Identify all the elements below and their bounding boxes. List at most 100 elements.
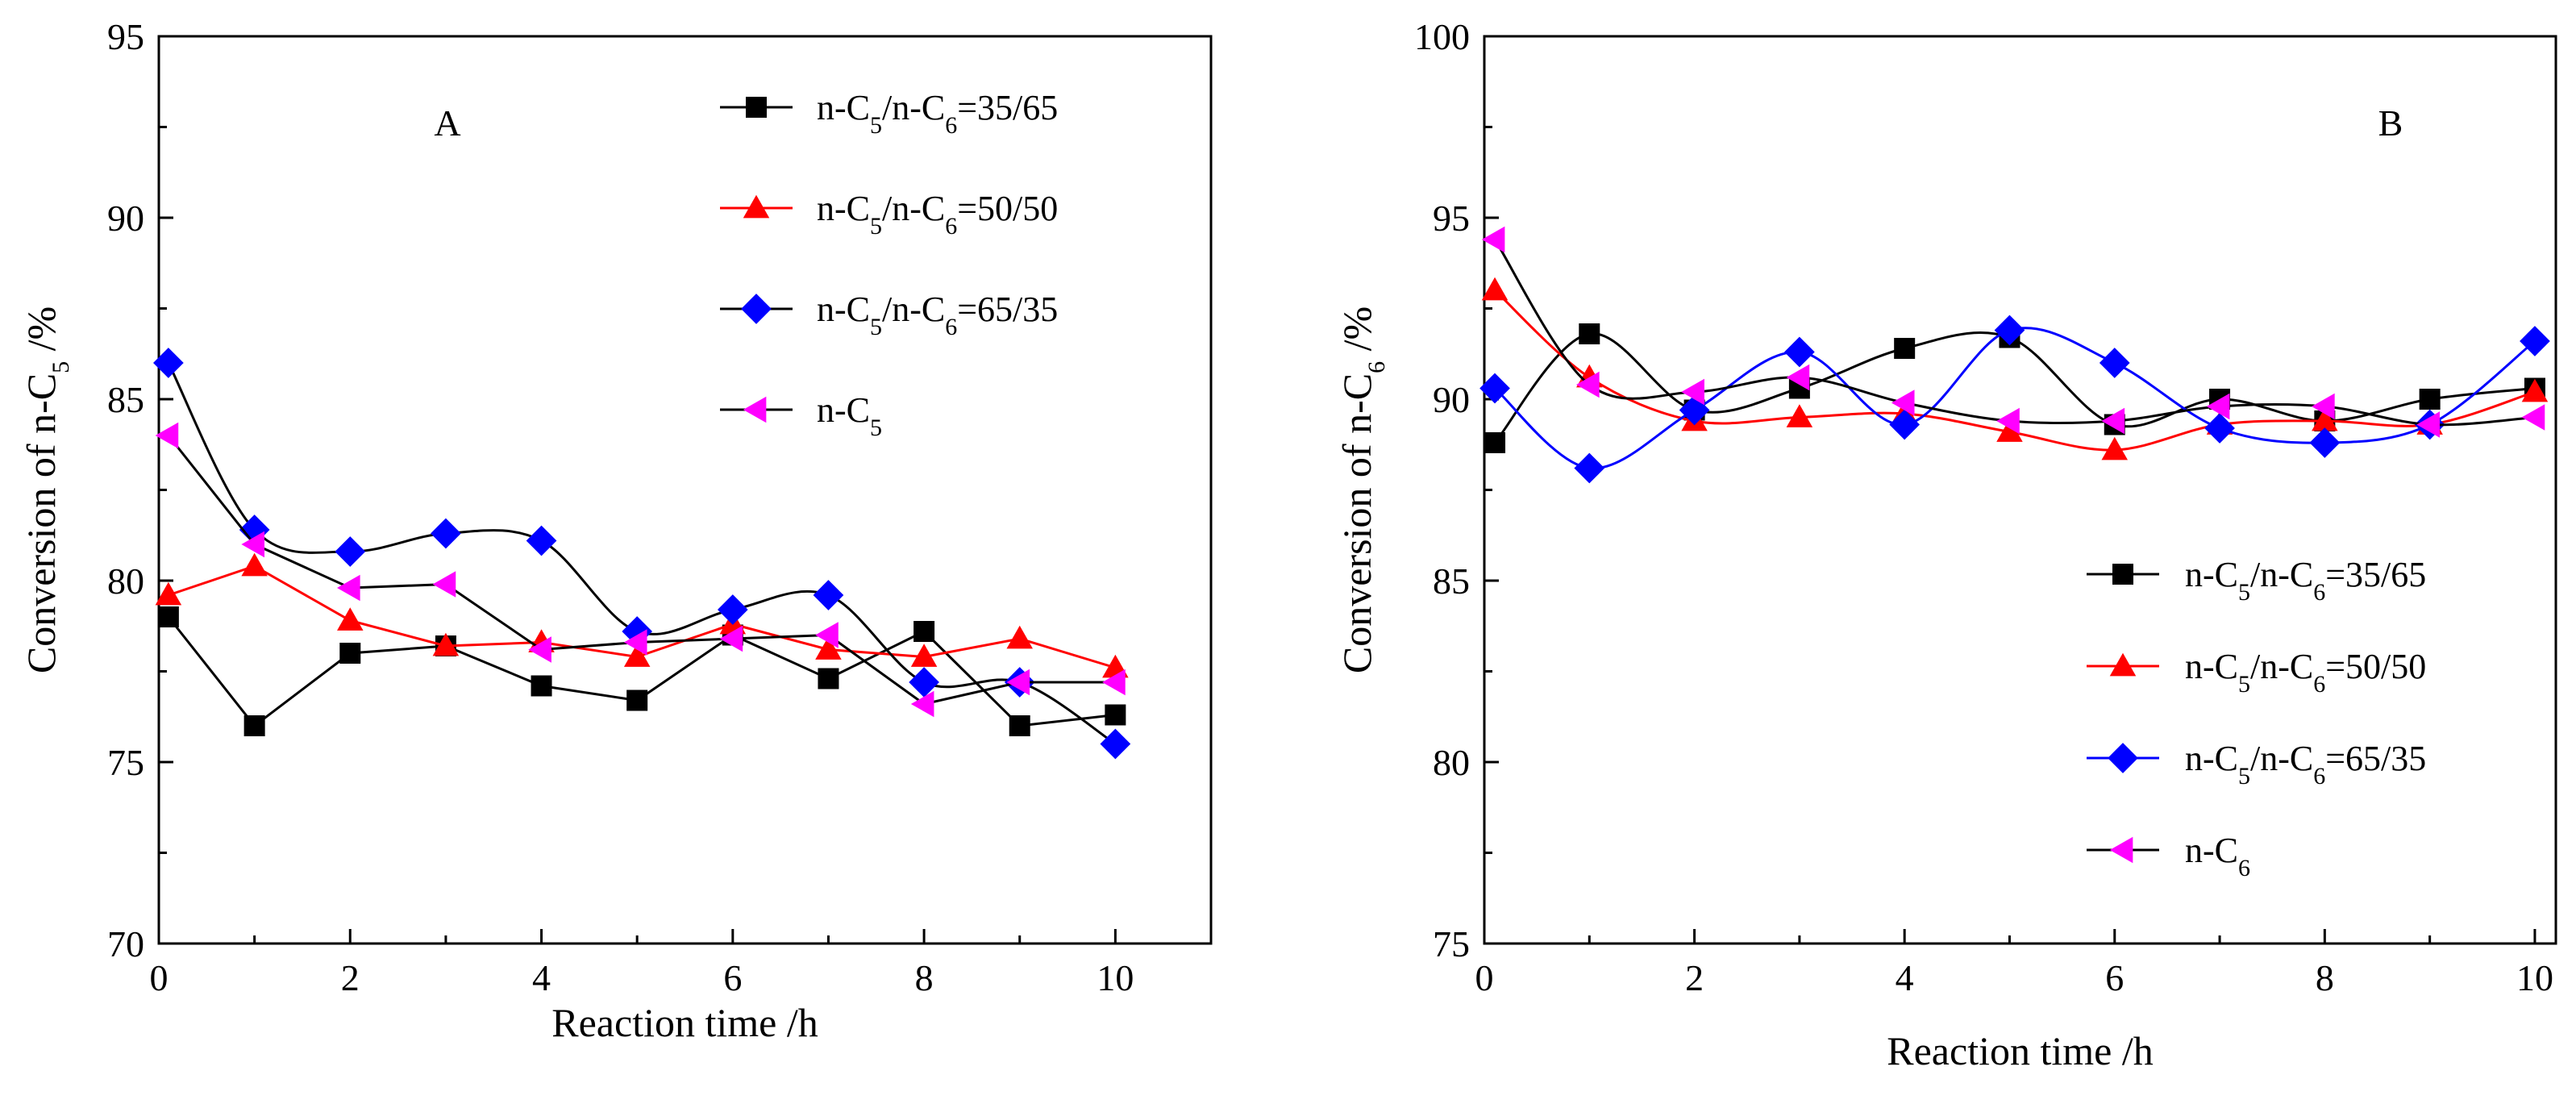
data-point — [815, 636, 842, 660]
subscript: 6 — [945, 112, 957, 139]
x-tick-label: 4 — [532, 957, 551, 998]
data-point — [815, 622, 839, 648]
data-point — [2206, 393, 2230, 420]
data-point — [1784, 336, 1815, 368]
x-tick-label: 4 — [1896, 957, 1914, 998]
text-part: /n-C — [2250, 739, 2313, 778]
subscript: 6 — [1363, 361, 1390, 373]
text-part: n-C — [817, 189, 870, 228]
legend: n-C5/n-C6=35/65n-C5/n-C6=50/50n-C5/n-C6=… — [720, 88, 1058, 441]
data-point — [1479, 373, 1510, 404]
data-point — [432, 571, 456, 598]
text-part: /% — [1334, 306, 1380, 361]
y-axis-label: Conversion of n-C6 /% — [1334, 306, 1390, 673]
legend-marker — [2109, 836, 2133, 864]
data-point — [626, 689, 648, 711]
data-point — [155, 581, 182, 606]
data-point — [1681, 378, 1704, 406]
text-part: =35/65 — [2325, 555, 2426, 594]
subscript: 6 — [2313, 579, 2325, 606]
data-point — [339, 643, 361, 664]
subscript: 5 — [870, 112, 882, 139]
text-part: /% — [19, 306, 64, 361]
subscript: 5 — [2238, 671, 2250, 698]
panel-label: B — [2378, 102, 2403, 144]
y-tick-label: 95 — [107, 16, 144, 57]
subscript: 5 — [870, 314, 882, 340]
x-axis-label: Reaction time /h — [1887, 1028, 2153, 1073]
data-point — [2204, 413, 2235, 444]
data-point — [1891, 390, 1915, 416]
text-part: Conversion of n-C — [19, 373, 64, 673]
data-point — [813, 580, 844, 610]
data-point — [1786, 404, 1813, 427]
x-axis-label: Reaction time /h — [551, 1000, 818, 1045]
data-point — [1679, 394, 1710, 426]
data-point — [1481, 277, 1509, 301]
data-point — [531, 675, 552, 697]
data-point — [2416, 411, 2440, 438]
series-4 — [155, 422, 1126, 718]
text-part: Conversion of n-C — [1334, 373, 1380, 673]
data-point — [241, 531, 264, 558]
data-point — [2312, 407, 2338, 431]
x-tick-label: 0 — [1475, 957, 1494, 998]
x-tick-label: 8 — [915, 957, 934, 998]
text-part: =65/35 — [957, 290, 1058, 329]
subscript: 6 — [2313, 671, 2325, 698]
series-3 — [153, 348, 1131, 760]
data-point — [1996, 407, 2020, 435]
y-tick-label: 90 — [1433, 379, 1470, 420]
legend-marker — [2112, 564, 2133, 585]
data-point — [1889, 409, 1921, 440]
data-point — [2099, 348, 2130, 378]
data-point — [1006, 625, 1033, 649]
data-point — [623, 629, 647, 656]
legend-marker — [746, 97, 767, 118]
data-point — [1100, 728, 1131, 760]
series-line — [1494, 327, 2536, 470]
subscript: 6 — [945, 314, 957, 340]
legend-marker — [743, 194, 770, 219]
data-point — [1996, 419, 2023, 442]
data-point — [241, 552, 268, 577]
data-point — [432, 632, 460, 656]
data-point — [239, 515, 270, 545]
x-tick-label: 6 — [2105, 957, 2124, 998]
data-point — [2521, 378, 2549, 402]
data-point — [1105, 704, 1126, 726]
data-point — [153, 348, 184, 378]
legend-label: n-C6 — [2185, 831, 2250, 881]
y-tick-label: 85 — [1433, 560, 1470, 602]
x-tick-label: 8 — [2316, 957, 2334, 998]
x-tick-label: 2 — [341, 957, 360, 998]
text-part: /n-C — [2250, 647, 2313, 686]
data-point — [2101, 436, 2129, 460]
data-point — [910, 644, 938, 667]
data-point — [2520, 326, 2550, 356]
data-point — [717, 594, 748, 625]
legend-marker — [2109, 652, 2137, 677]
data-point — [1484, 432, 1506, 453]
text-part: n-C — [817, 390, 870, 430]
data-point — [155, 422, 179, 449]
text-part: n-C — [2185, 739, 2238, 778]
data-point — [2419, 389, 2441, 410]
data-point — [1894, 338, 1916, 359]
data-point — [2101, 407, 2125, 435]
data-point — [1994, 315, 2025, 346]
data-point — [2309, 427, 2341, 458]
subscript: 5 — [48, 361, 74, 373]
legend: n-C5/n-C6=35/65n-C5/n-C6=50/50n-C5/n-C6=… — [2087, 555, 2426, 881]
panel-label: A — [434, 102, 460, 144]
text-part: =50/50 — [957, 189, 1058, 228]
subscript: 6 — [2313, 763, 2325, 789]
data-point — [526, 525, 557, 556]
text-part: n-C — [2185, 831, 2238, 870]
text-part: n-C — [817, 88, 870, 127]
plot-frame — [1483, 35, 2557, 945]
data-point — [337, 574, 360, 602]
subscript: 5 — [2238, 579, 2250, 606]
subscript: 5 — [2238, 763, 2250, 789]
